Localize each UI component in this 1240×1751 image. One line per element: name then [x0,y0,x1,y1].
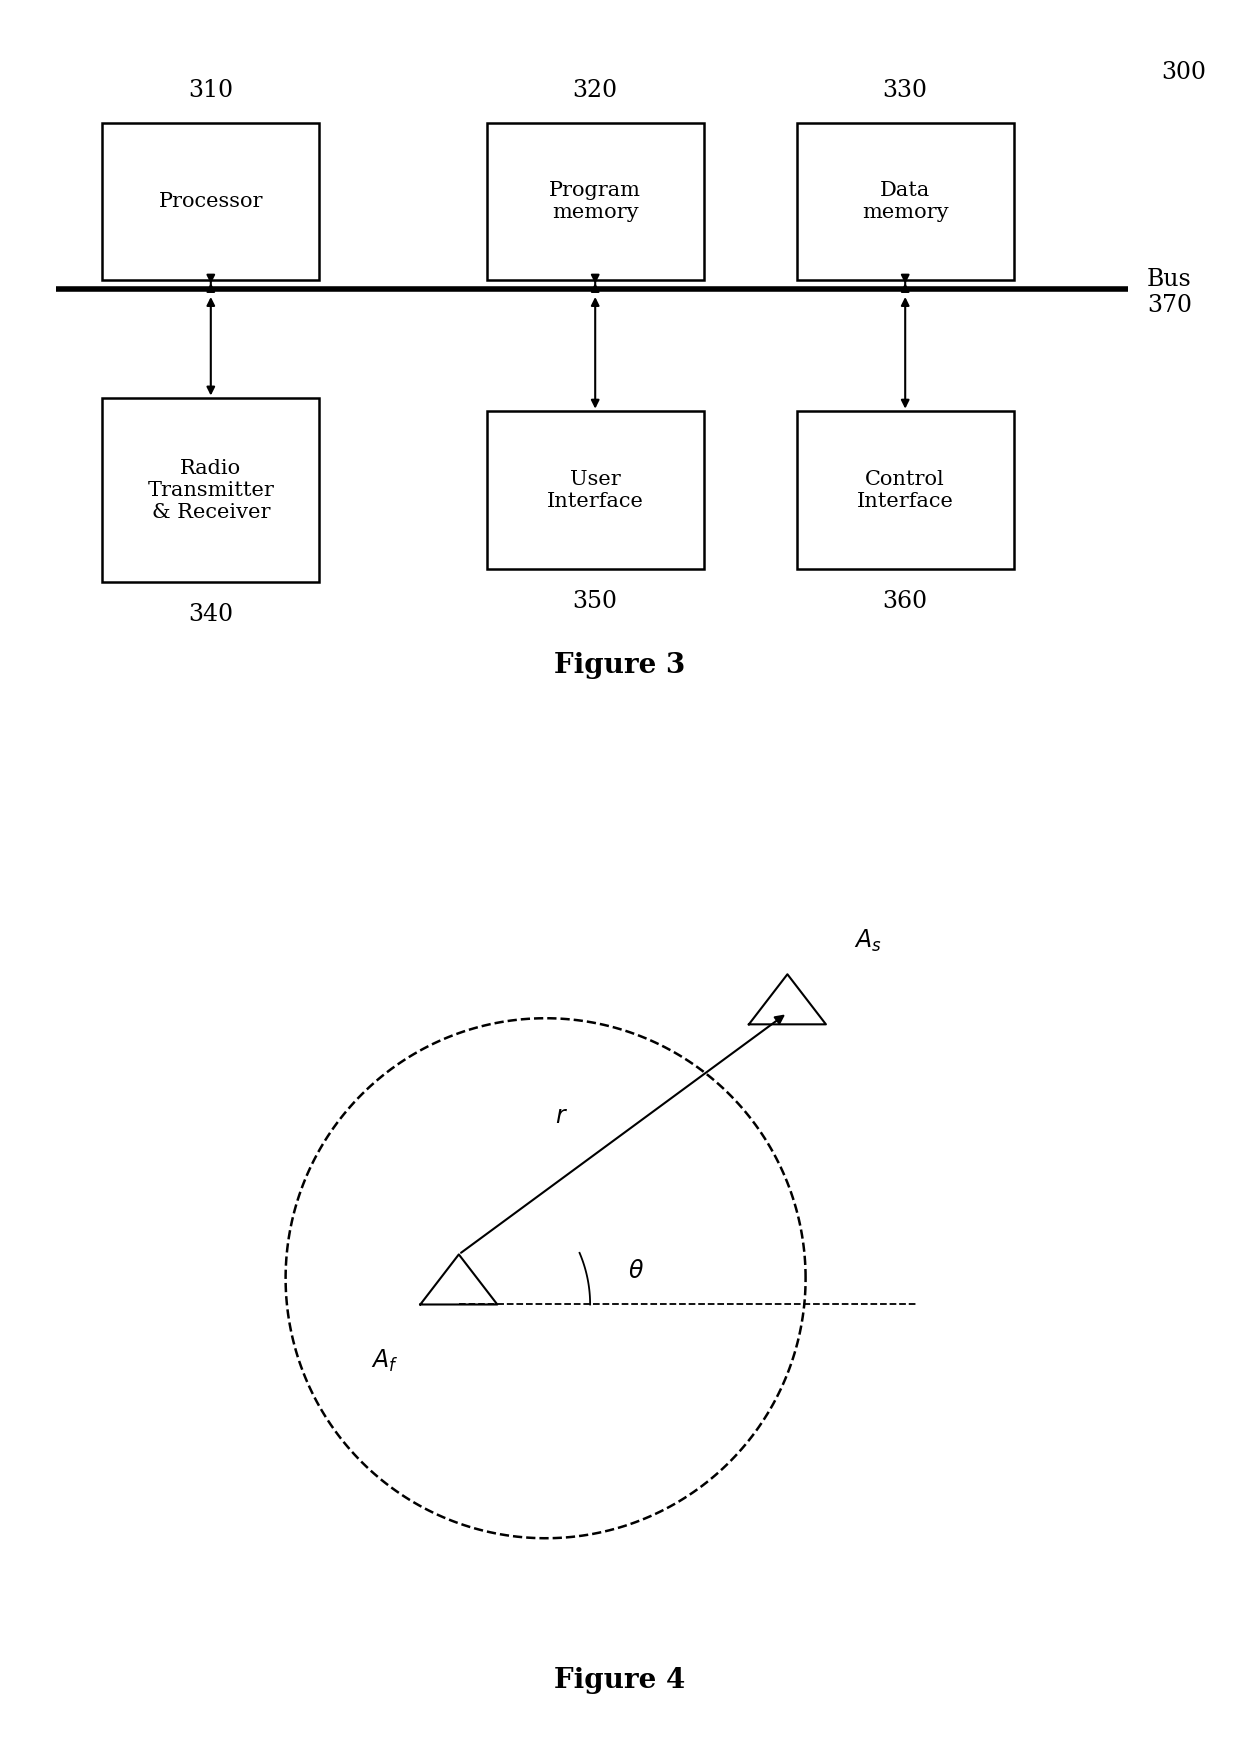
Text: 310: 310 [188,79,233,102]
Text: Processor: Processor [159,193,263,210]
Bar [103,399,320,583]
Text: 330: 330 [883,79,928,102]
Text: $A_f$: $A_f$ [371,1348,398,1375]
Bar [486,123,703,280]
Text: Figure 4: Figure 4 [554,1667,686,1695]
Text: 300: 300 [1162,61,1207,84]
Bar [796,411,1013,569]
Text: Program
memory: Program memory [549,180,641,222]
Text: 340: 340 [188,602,233,627]
Bar [103,123,320,280]
Text: User
Interface: User Interface [547,469,644,511]
Bar [796,123,1013,280]
Text: Figure 3: Figure 3 [554,651,686,679]
Bar [486,411,703,569]
Text: $\theta$: $\theta$ [627,1259,644,1283]
Text: Bus
370: Bus 370 [1147,268,1192,317]
Text: 320: 320 [573,79,618,102]
Text: 360: 360 [883,590,928,613]
Text: Control
Interface: Control Interface [857,469,954,511]
Text: 350: 350 [573,590,618,613]
Text: $A_s$: $A_s$ [854,928,882,954]
Text: Data
memory: Data memory [862,180,949,222]
Text: Radio
Transmitter
& Receiver: Radio Transmitter & Receiver [148,459,274,522]
Text: $r$: $r$ [554,1105,568,1128]
